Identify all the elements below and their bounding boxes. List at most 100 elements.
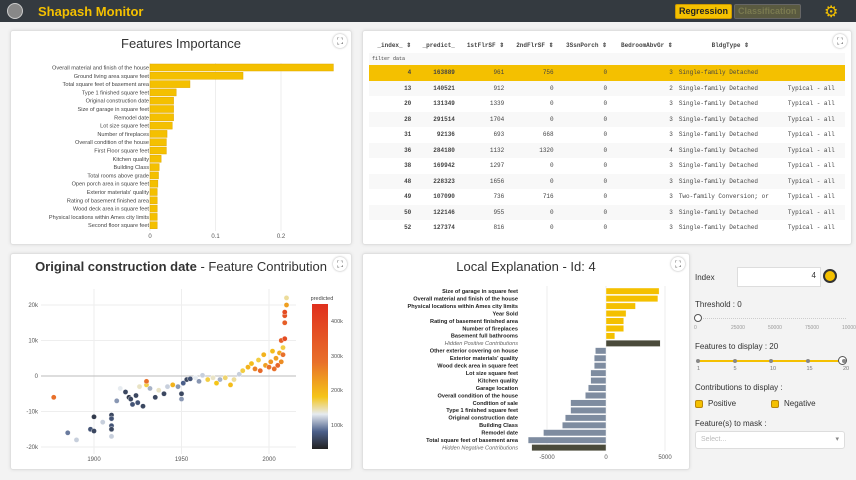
threshold-tick-label: 50000 bbox=[768, 325, 782, 331]
table-row[interactable]: 28 291514 1704 0 0 3 Single-family Detached Typ… bbox=[369, 111, 845, 127]
table-cell: 107090 bbox=[433, 193, 455, 201]
feature-label: Original construction date bbox=[86, 99, 149, 105]
table-cell: Typical - all bbox=[787, 162, 835, 170]
table-cell: Single-family Detached bbox=[678, 100, 759, 108]
importance-bar bbox=[149, 130, 168, 138]
positive-checkbox[interactable]: Positive bbox=[695, 399, 736, 408]
table-cell: 0 bbox=[603, 162, 608, 170]
column-header[interactable]: _index_ ⇕ bbox=[377, 41, 412, 49]
importance-bar bbox=[149, 72, 244, 80]
negative-checkbox[interactable]: Negative bbox=[771, 399, 816, 408]
features-tick-label: 20 bbox=[843, 366, 850, 372]
regression-button[interactable]: Regression bbox=[675, 4, 733, 19]
table-row[interactable]: 31 92136 693 668 0 3 Single-family Detached Typ… bbox=[369, 127, 845, 143]
feature-label: Rating of basement finished area bbox=[430, 319, 519, 325]
importance-bar bbox=[149, 213, 158, 221]
table-cell: Single-family Detached bbox=[678, 162, 759, 170]
table-cell: 140521 bbox=[414, 80, 458, 96]
contribution-bar bbox=[562, 421, 607, 429]
data-point bbox=[178, 390, 185, 397]
column-header[interactable] bbox=[785, 37, 845, 53]
table-cell: 0 bbox=[603, 131, 608, 139]
data-point bbox=[91, 414, 97, 420]
expand-icon[interactable]: ⛶ bbox=[833, 34, 847, 48]
x-tick-label: 1950 bbox=[175, 457, 189, 463]
table-cell: 0 bbox=[603, 193, 608, 201]
filter-row[interactable]: filter data bbox=[369, 53, 845, 65]
table-cell: 0 bbox=[550, 100, 554, 108]
data-point bbox=[108, 415, 115, 422]
checkbox-checked-icon[interactable] bbox=[771, 399, 779, 408]
table-row[interactable]: 50 122146 955 0 0 3 Single-family Detached Typi… bbox=[369, 204, 845, 220]
column-header[interactable]: _predict_ bbox=[422, 41, 455, 49]
table-cell: 169942 bbox=[433, 162, 455, 170]
importance-bar bbox=[149, 121, 173, 130]
table-row[interactable]: 49 107090 736 716 0 3 Two-family Conversion; o… bbox=[369, 189, 845, 205]
column-header[interactable]: BldgType ⇕ bbox=[711, 41, 750, 49]
settings-gear-icon[interactable]: ⚙ bbox=[824, 4, 839, 21]
contribution-bar bbox=[527, 436, 607, 444]
table-cell: Typical - all bbox=[784, 80, 845, 96]
threshold-tick-label: 75000 bbox=[805, 325, 819, 331]
table-cell: 0 bbox=[550, 224, 554, 232]
feature-label: Open porch area in square feet bbox=[72, 182, 150, 188]
table-row[interactable]: 38 169942 1297 0 0 3 Single-family Detached Typ… bbox=[369, 158, 845, 174]
refresh-icon[interactable] bbox=[823, 269, 837, 283]
classification-button[interactable]: Classification bbox=[734, 4, 801, 19]
feature-label: Kitchen quality bbox=[113, 157, 150, 163]
table-row[interactable]: 48 228323 1656 0 0 3 Single-family Detached Typ… bbox=[369, 173, 845, 189]
data-point bbox=[239, 367, 246, 374]
feature-label: Basement full bathrooms bbox=[451, 334, 518, 340]
threshold-slider-track[interactable] bbox=[698, 318, 846, 319]
mask-select[interactable]: Select... ▾ bbox=[695, 431, 845, 449]
index-label: Index bbox=[695, 273, 715, 282]
feature-label: Total square feet of basement area bbox=[63, 82, 150, 88]
table-cell: Typical - all bbox=[784, 111, 845, 127]
table-cell: 0 bbox=[507, 111, 557, 127]
negative-label: Negative bbox=[784, 399, 816, 408]
data-point bbox=[113, 398, 120, 404]
table-row[interactable]: 36 284180 1132 1320 0 4 Single-family Detached… bbox=[369, 142, 845, 158]
mask-placeholder: Select... bbox=[701, 436, 727, 443]
column-header[interactable]: 1stFlrSF ⇕ bbox=[466, 41, 505, 49]
contribution-bar bbox=[570, 406, 607, 414]
table-cell: 3 bbox=[669, 162, 673, 170]
checkbox-checked-icon[interactable] bbox=[695, 399, 703, 408]
feature-label: Total rooms above grade bbox=[87, 173, 149, 179]
table-cell: 4 bbox=[610, 142, 676, 158]
column-header[interactable]: 2ndFlrSF ⇕ bbox=[516, 41, 554, 49]
feature-label: Physical locations within Ames city limi… bbox=[408, 304, 518, 310]
column-header[interactable]: 3SsnPorch ⇕ bbox=[566, 41, 608, 49]
expand-icon[interactable]: ⛶ bbox=[333, 257, 347, 271]
table-row[interactable]: 52 127374 816 0 0 3 Single-family Detached Typi… bbox=[369, 220, 845, 236]
expand-icon[interactable]: ⛶ bbox=[671, 257, 685, 271]
threshold-slider-handle[interactable] bbox=[694, 314, 702, 322]
table-cell: 736 bbox=[493, 193, 505, 201]
importance-bar bbox=[149, 88, 177, 97]
table-cell: Typical - all bbox=[787, 193, 835, 201]
table-cell: Two-family Conversion; or bbox=[678, 193, 769, 201]
contribution-bar bbox=[588, 384, 607, 392]
table-cell: 92136 bbox=[436, 131, 455, 139]
table-cell: Single-family Detached bbox=[678, 224, 759, 232]
table-row[interactable]: 4 163889 961 756 0 3 Single-family Detached bbox=[369, 65, 845, 81]
table-cell: 0 bbox=[556, 142, 611, 158]
table-row[interactable]: 20 131349 1339 0 0 3 Single-family Detached Typ… bbox=[369, 96, 845, 112]
index-input[interactable]: 4 bbox=[737, 267, 821, 287]
table-cell: 52 bbox=[404, 224, 412, 232]
colorbar-tick-label: 100k bbox=[331, 423, 343, 429]
data-point bbox=[155, 387, 162, 393]
table-cell: 0 bbox=[556, 204, 611, 220]
chevron-down-icon[interactable]: ▾ bbox=[835, 436, 839, 443]
threshold-label: Threshold : 0 bbox=[695, 300, 742, 309]
importance-bar bbox=[149, 196, 158, 205]
features-tick-label: 10 bbox=[770, 366, 777, 372]
column-header[interactable]: BedroomAbvGr ⇕ bbox=[620, 41, 673, 49]
table-row[interactable]: 13 140521 912 0 0 2 Single-family Detached Typi… bbox=[369, 80, 845, 96]
table-cell: 4 bbox=[369, 65, 415, 81]
contribution-bar bbox=[605, 302, 636, 310]
data-point bbox=[180, 380, 187, 386]
contribution-bar bbox=[590, 377, 607, 385]
expand-icon[interactable]: ⛶ bbox=[333, 34, 347, 48]
table-cell: 3 bbox=[610, 111, 676, 127]
